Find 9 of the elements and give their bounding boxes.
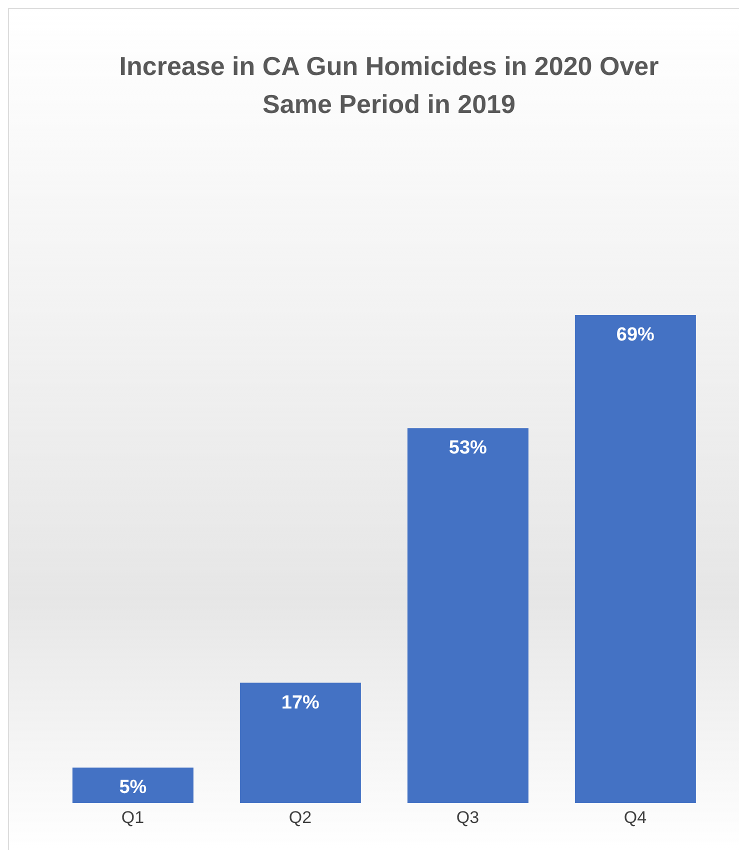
data-label: 17% xyxy=(281,692,320,714)
x-tick-label: Q1 xyxy=(121,808,144,828)
x-tick-label: Q2 xyxy=(288,808,312,828)
data-label: 69% xyxy=(616,324,655,346)
chart-title: Increase in CA Gun Homicides in 2020 Over Same Period in 2019 xyxy=(119,50,659,121)
data-label: 5% xyxy=(119,777,147,798)
x-tick-label: Q4 xyxy=(624,808,647,828)
data-label: 53% xyxy=(448,438,488,459)
x-tick-label: Q3 xyxy=(456,808,480,828)
